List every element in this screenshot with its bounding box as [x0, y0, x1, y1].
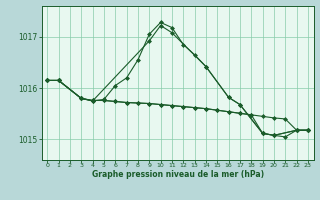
X-axis label: Graphe pression niveau de la mer (hPa): Graphe pression niveau de la mer (hPa): [92, 170, 264, 179]
